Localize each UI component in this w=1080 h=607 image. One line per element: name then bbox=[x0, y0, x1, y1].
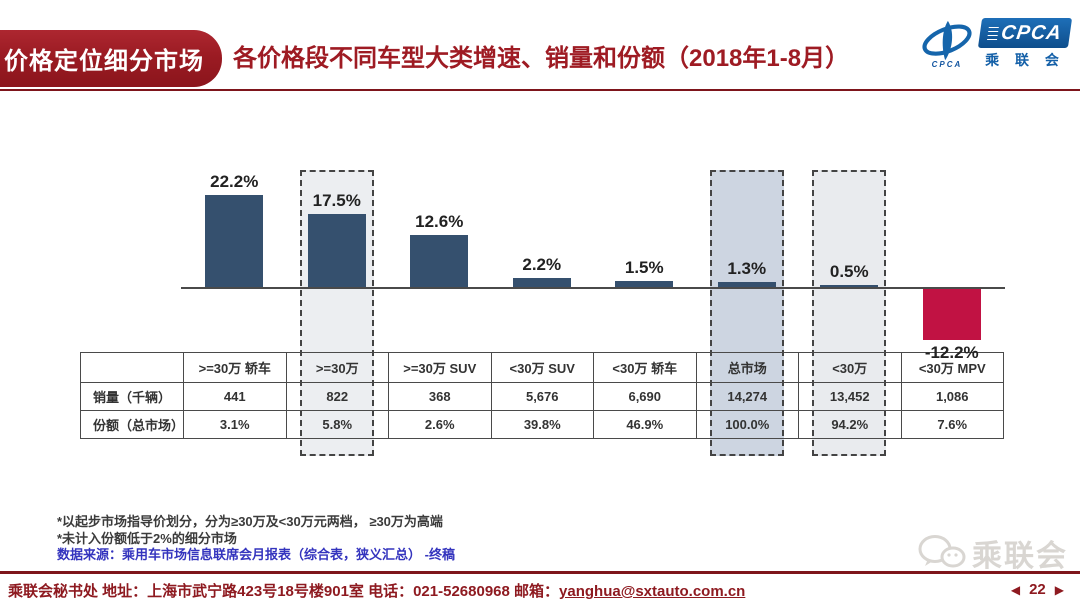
bar-value-label: 22.2% bbox=[210, 171, 259, 191]
table-cell: 1,086 bbox=[901, 383, 1004, 411]
highlight-box-<30万 bbox=[812, 170, 887, 456]
cpca-swirl-icon bbox=[922, 20, 972, 61]
footnote-1: *以起步市场指导价划分，分为≥30万及<30万元两档， ≥30万为高端 bbox=[57, 514, 443, 529]
table-column-header: <30万 轿车 bbox=[594, 353, 697, 383]
wechat-bubbles-icon bbox=[918, 535, 966, 568]
table-column-header: >=30万 SUV bbox=[389, 353, 492, 383]
cpca-swirl-caption: CPCA bbox=[931, 60, 963, 69]
table-cell: 13,452 bbox=[799, 383, 902, 411]
bar->=30万 轿车 bbox=[205, 194, 264, 287]
table-cell: 6,690 bbox=[594, 383, 697, 411]
bar-<30万 bbox=[820, 284, 879, 287]
cpca-badge-subtext: 乘 联 会 bbox=[985, 52, 1065, 68]
highlight-box-总市场 bbox=[709, 170, 784, 456]
table-cell: 368 bbox=[389, 383, 492, 411]
bar-value-label: -12.2% bbox=[924, 342, 979, 362]
bar-value-label: 1.3% bbox=[727, 258, 767, 278]
table-cell: 100.0% bbox=[696, 411, 799, 439]
table-column-header: <30万 MPV bbox=[901, 353, 1004, 383]
footnote-2: *未计入份额低于2%的细分市场 bbox=[57, 531, 237, 546]
data-source-note: 数据来源：乘用车市场信息联席会月报表（综合表，狭义汇总） -终稿 bbox=[57, 547, 455, 562]
page-navigation: ◀ 22 ▶ bbox=[1011, 581, 1064, 598]
table-column-header: 总市场 bbox=[696, 353, 799, 383]
bar-value-label: 1.5% bbox=[624, 257, 664, 277]
table-cell: 2.6% bbox=[389, 411, 492, 439]
cpca-logo: CPCA CPCA 乘 联 会 bbox=[919, 18, 1073, 70]
watermark-text: 乘联会 bbox=[972, 540, 1068, 573]
table-column-header: >=30万 轿车 bbox=[184, 353, 287, 383]
table-cell: 14,274 bbox=[696, 383, 799, 411]
table-corner-cell bbox=[81, 353, 184, 383]
table-cell: 39.8% bbox=[491, 411, 594, 439]
footer-secretariat: 乘联会秘书处 bbox=[8, 583, 103, 600]
bar-value-label: 0.5% bbox=[829, 261, 869, 281]
prev-page-icon[interactable]: ◀ bbox=[1010, 582, 1021, 597]
bar-<30万 SUV bbox=[512, 277, 571, 287]
next-page-icon[interactable]: ▶ bbox=[1054, 582, 1064, 597]
table-row-label: 销量（千辆） bbox=[81, 383, 184, 411]
table-cell: 46.9% bbox=[594, 411, 697, 439]
footer-contact-text: 地址：上海市武宁路423号18号楼901室 电话：021-52680968 邮箱… bbox=[102, 583, 560, 600]
bar-<30万 MPV bbox=[922, 289, 981, 340]
data-table: >=30万 轿车 >=30万 >=30万 SUV <30万 SUV <30万 轿车 总市场… bbox=[80, 352, 1004, 439]
table-cell: 94.2% bbox=[799, 411, 902, 439]
bar-value-label: 17.5% bbox=[312, 191, 361, 211]
header-divider bbox=[0, 89, 1080, 91]
bar-<30万 轿车 bbox=[615, 280, 674, 287]
table-row-label: 份额（总市场） bbox=[81, 411, 184, 439]
bar-总市场 bbox=[717, 281, 776, 287]
table-cell: 3.1% bbox=[184, 411, 287, 439]
bar->=30万 bbox=[307, 214, 366, 287]
footer-divider bbox=[0, 571, 1080, 574]
chart-zero-axis bbox=[181, 287, 1005, 289]
table-cell: 441 bbox=[184, 383, 287, 411]
table-column-header: <30万 bbox=[799, 353, 902, 383]
footer-contact: 乘联会秘书处 地址：上海市武宁路423号18号楼901室 电话：021-5268… bbox=[8, 580, 745, 601]
table-cell: 822 bbox=[286, 383, 389, 411]
bar-value-label: 12.6% bbox=[415, 211, 464, 231]
table-cell: 5,676 bbox=[491, 383, 594, 411]
bar-value-label: 2.2% bbox=[522, 254, 562, 274]
table-cell: 7.6% bbox=[901, 411, 1004, 439]
table-column-header: <30万 SUV bbox=[491, 353, 594, 383]
table-column-header: >=30万 bbox=[286, 353, 389, 383]
section-banner: 价格定位细分市场 bbox=[0, 30, 222, 87]
wechat-watermark: 乘联会 bbox=[918, 531, 1068, 575]
page-title: 各价格段不同车型大类增速、销量和份额（2018年1-8月） bbox=[233, 45, 850, 72]
footer-email-link[interactable]: yanghua@sxtauto.com.cn bbox=[559, 583, 746, 600]
bar->=30万 SUV bbox=[410, 234, 469, 287]
table-cell: 5.8% bbox=[286, 411, 389, 439]
page-number: 22 bbox=[1029, 581, 1046, 598]
